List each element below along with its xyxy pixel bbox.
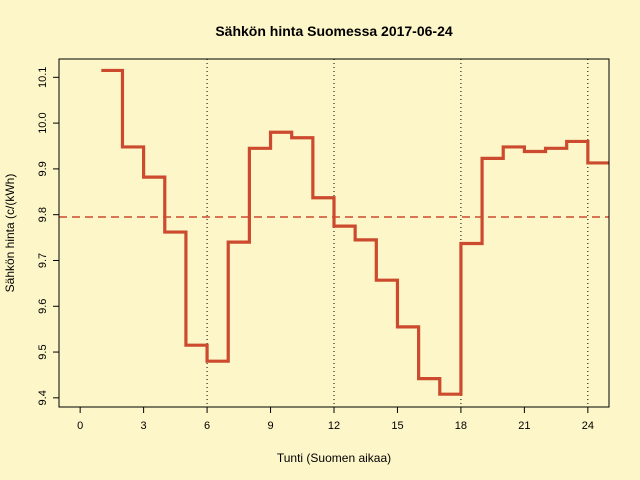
y-tick-label: 10.0 [37,112,49,133]
x-tick-label: 6 [204,420,210,432]
chart-title: Sähkön hinta Suomessa 2017-06-24 [215,23,453,39]
y-tick-label: 9.7 [37,253,49,268]
x-tick-label: 21 [518,420,530,432]
y-tick-label: 9.9 [37,161,49,176]
x-tick-label: 12 [328,420,340,432]
price-step-series [101,68,609,396]
x-axis-label: Tunti (Suomen aikaa) [277,451,391,465]
x-tick-label: 3 [141,420,147,432]
y-axis-label: Sähkön hinta (c/(kWh) [3,174,17,293]
y-tick-label: 9.4 [37,390,49,405]
x-tick-label: 15 [391,420,403,432]
x-tick-label: 9 [267,420,273,432]
y-tick-label: 10.1 [37,67,49,88]
y-tick-label: 9.8 [37,207,49,222]
x-tick-label: 18 [455,420,467,432]
plot-area: 0 3 6 9 12 15 18 21 24 9.4 9.5 9.6 9.7 9.8 9.9 10.0 10.1 [37,58,610,432]
y-tick-label: 9.6 [37,299,49,314]
y-tick-label: 9.5 [37,344,49,359]
x-tick-label: 0 [77,420,83,432]
x-tick-label: 24 [582,420,594,432]
